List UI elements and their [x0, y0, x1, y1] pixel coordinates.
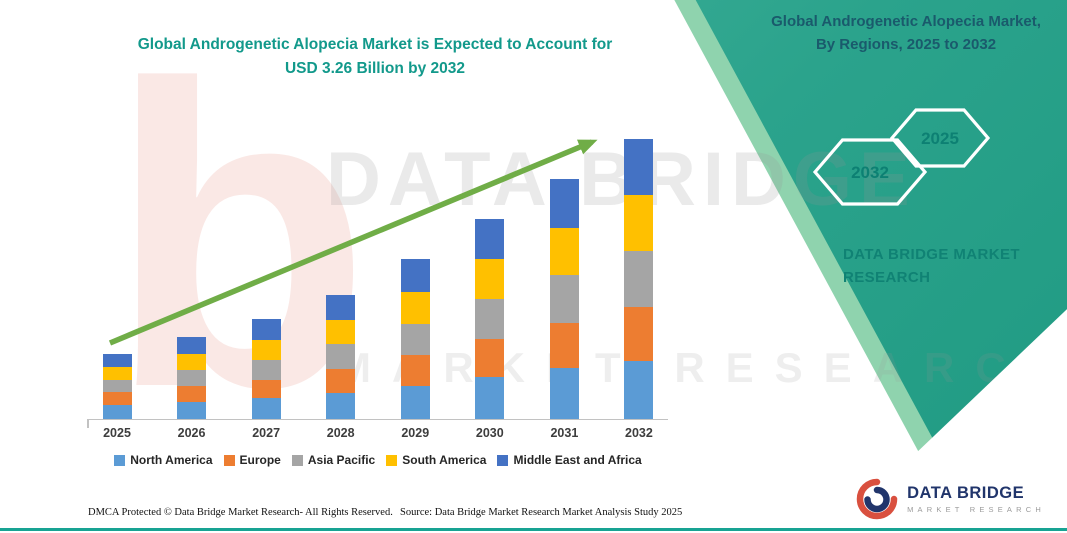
bar-column-2032: [616, 139, 662, 419]
page-title-line1: Global Androgenetic Alopecia Market is E…: [137, 36, 613, 53]
bar-segment-2028: [326, 295, 356, 321]
page-title: Global Androgenetic Alopecia Market is E…: [100, 33, 650, 81]
legend-label: South America: [402, 453, 487, 467]
x-axis-label: 2032: [625, 426, 653, 440]
bar-column-2028: [318, 295, 364, 419]
legend-item: Europe: [223, 453, 281, 467]
bar-column-2030: [467, 218, 513, 419]
bar-segment-2026: [177, 370, 207, 387]
bar-column-2029: [392, 259, 438, 419]
bar-segment-2025: [102, 353, 132, 367]
bar-segment-2031: [549, 179, 579, 228]
legend-item: South America: [386, 453, 486, 467]
logo-b-icon: [856, 478, 898, 520]
bar-segment-2026: [177, 401, 207, 419]
bar-segment-2026: [177, 337, 207, 354]
bar-segment-2030: [475, 298, 505, 340]
brand-line2: RESEARCH: [843, 268, 931, 286]
company-logo: DATA BRIDGE MARKET RESEARCH: [855, 477, 1045, 521]
dmca-notice: DMCA Protected © Data Bridge Market Rese…: [88, 507, 393, 518]
bar-segment-2025: [102, 392, 132, 406]
bar-column-2027: [243, 319, 289, 419]
brand-line1: DATA BRIDGE MARKET: [843, 246, 1020, 263]
bar-segment-2030: [475, 376, 505, 419]
bar-segment-2027: [251, 379, 281, 399]
bar-segment-2031: [549, 274, 579, 323]
bar-segment-2025: [102, 405, 132, 419]
x-axis-label: 2025: [103, 426, 131, 440]
bar-segment-2029: [400, 323, 430, 356]
side-panel-title: Global Androgenetic Alopecia Market, By …: [771, 13, 1041, 54]
legend-item: Middle East and Africa: [497, 453, 642, 467]
bar-column-2025: [94, 353, 140, 419]
bar-segment-2032: [624, 250, 654, 308]
bar-segment-2028: [326, 344, 356, 370]
source-note: Source: Data Bridge Market Research Mark…: [400, 507, 683, 518]
bar-segment-2032: [624, 194, 654, 251]
x-axis-label: 2031: [550, 426, 579, 440]
legend-label: Asia Pacific: [307, 453, 376, 467]
bar-segment-2030: [475, 339, 505, 377]
bar-segment-2031: [549, 322, 579, 369]
bar-segment-2029: [400, 291, 430, 324]
bar-segment-2028: [326, 393, 356, 419]
x-axis-label: 2030: [475, 426, 504, 440]
chart-legend: North America Europe Asia Pacific South Ame…: [78, 453, 678, 467]
legend-swatch: [497, 454, 509, 466]
bar-column-2026: [169, 337, 215, 419]
hexagon-2025-label: 2025: [921, 129, 959, 148]
logo-title: DATA BRIDGE: [907, 484, 1025, 502]
bar-segment-2029: [400, 259, 430, 292]
bar-chart-plot: [87, 130, 668, 428]
legend-swatch: [114, 454, 126, 466]
bar-segment-2030: [475, 218, 505, 260]
logo-text: DATA BRIDGE MARKET RESEARCH: [907, 484, 1045, 514]
x-axis-labels: 2025 2026 2027 2028 2029 2030 2031 2032: [88, 426, 668, 440]
legend-label: Middle East and Africa: [513, 453, 642, 467]
hexagon-2032: [812, 138, 928, 206]
x-axis-label: 2027: [252, 426, 281, 440]
legend-swatch: [386, 454, 398, 466]
bar-segment-2032: [624, 360, 654, 419]
year-hexagons: 2032 2025: [812, 108, 991, 206]
legend-label: Europe: [239, 453, 281, 467]
bar-segment-2026: [177, 386, 207, 402]
bar-segment-2028: [326, 320, 356, 345]
page-title-line2: USD 3.26 Billion by 2032: [284, 60, 466, 78]
bar-segment-2027: [251, 319, 281, 340]
legend-swatch: [291, 454, 303, 466]
bar-segment-2029: [400, 355, 430, 386]
bar-segment-2028: [326, 369, 356, 394]
legend-label: North America: [130, 453, 213, 467]
bar-segment-2031: [549, 368, 579, 419]
bar-segment-2025: [102, 366, 132, 380]
bar-segment-2030: [475, 259, 505, 299]
bar-segment-2025: [102, 379, 132, 393]
bar-column-2031: [541, 179, 587, 419]
x-axis-label: 2026: [177, 426, 206, 440]
hexagon-2032-label: 2032: [851, 163, 889, 182]
legend-item: Asia Pacific: [291, 453, 376, 467]
hexagon-2025: [889, 108, 991, 168]
bar-segment-2027: [251, 359, 281, 380]
bar-segment-2027: [251, 339, 281, 360]
watermark-marketresearch: MARKET RESEARCH: [336, 344, 1067, 391]
x-axis-label: 2029: [401, 426, 430, 440]
bar-segment-2032: [624, 139, 654, 195]
x-axis-label: 2028: [326, 426, 355, 440]
bar-segment-2027: [251, 398, 281, 419]
bar-segment-2029: [400, 385, 430, 419]
legend-swatch: [223, 454, 235, 466]
legend-item: North America: [114, 453, 213, 467]
brand-wordmark: DATA BRIDGE MARKET RESEARCH: [843, 244, 1020, 289]
logo-tagline: MARKET RESEARCH: [907, 505, 1045, 514]
bottom-accent-bar: [0, 528, 1067, 531]
bar-segment-2031: [549, 227, 579, 275]
bar-segment-2026: [177, 353, 207, 371]
bar-segment-2032: [624, 307, 654, 361]
